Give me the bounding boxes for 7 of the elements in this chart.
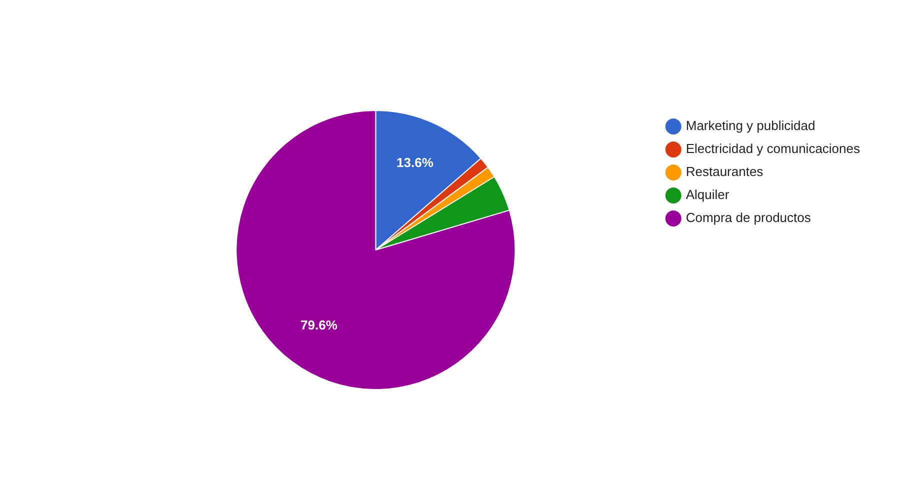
legend-label: Marketing y publicidad — [686, 118, 816, 134]
legend-label: Alquiler — [686, 187, 730, 202]
legend-label: Electricidad y comunicaciones — [686, 141, 860, 156]
data-label: 79.6% — [300, 318, 338, 333]
legend-label: Restaurantes — [686, 164, 764, 180]
legend-label: Compra de productos — [686, 210, 812, 226]
data-label: 13.6% — [396, 155, 434, 170]
